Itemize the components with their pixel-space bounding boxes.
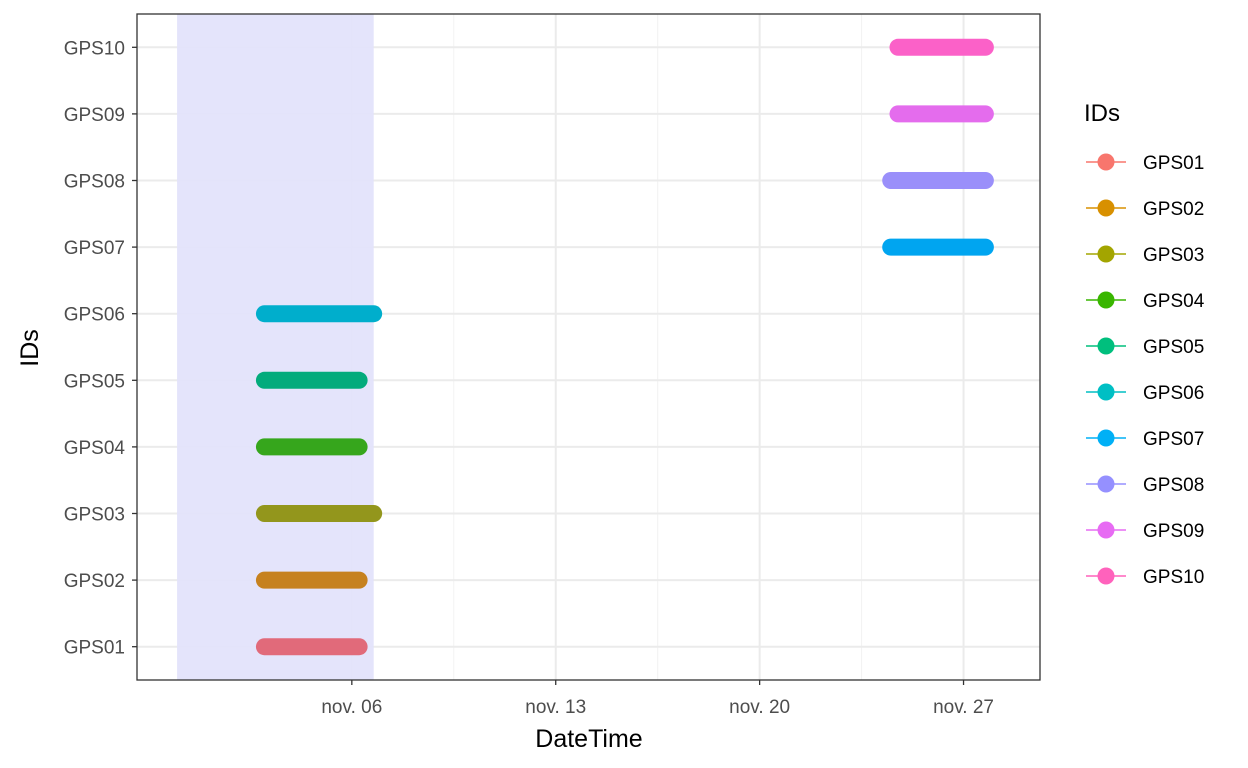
legend-label: GPS02	[1143, 199, 1204, 220]
x-tick-label: nov. 27	[933, 697, 994, 718]
y-tick-label: GPS01	[64, 638, 125, 659]
legend-key-dot	[1097, 383, 1115, 401]
legend-label: GPS01	[1143, 153, 1204, 174]
y-tick-label: GPS09	[64, 105, 125, 126]
y-tick-label: GPS05	[64, 371, 125, 392]
legend-label: GPS03	[1143, 245, 1204, 266]
highlight-band	[177, 14, 374, 680]
legend-key-dot	[1097, 521, 1115, 539]
legend-key-dot	[1097, 153, 1115, 171]
y-tick-label: GPS08	[64, 172, 125, 193]
y-tick-label: GPS04	[64, 438, 126, 459]
legend-label: GPS08	[1143, 475, 1204, 496]
legend-key-dot	[1097, 337, 1115, 355]
y-axis-title: IDs	[16, 329, 44, 367]
x-axis-title: DateTime	[535, 725, 642, 753]
y-axis: GPS01 GPS02 GPS03 GPS04 GPS05 GPS06 GPS07 GPS08…	[64, 38, 137, 659]
panel-border	[136, 13, 1041, 681]
y-tick-label: GPS06	[64, 305, 125, 326]
y-tick-label: GPS10	[64, 38, 125, 59]
legend-label: GPS05	[1143, 337, 1204, 358]
legend-label: GPS04	[1143, 291, 1205, 312]
highlight-band-layer	[177, 14, 374, 680]
legend-key-dot	[1097, 429, 1115, 447]
legend-label: GPS09	[1143, 521, 1204, 542]
legend-key-dot	[1097, 245, 1115, 263]
x-tick-label: nov. 06	[321, 697, 382, 718]
x-axis: nov. 06 nov. 13 nov. 20 nov. 27	[321, 680, 994, 718]
panel-border-layer	[136, 13, 1041, 681]
y-tick-label: GPS02	[64, 571, 125, 592]
legend-label: GPS07	[1143, 429, 1204, 450]
legend-key-dot	[1097, 475, 1115, 493]
legend: IDs GPS01 GPS02 GPS03 GPS04 GPS05 GPS06 GPS07 G…	[1084, 100, 1205, 588]
series-layer	[255, 38, 994, 656]
y-tick-label: GPS07	[64, 238, 125, 259]
legend-label: GPS06	[1143, 383, 1204, 404]
y-tick-label: GPS03	[64, 505, 125, 526]
legend-label: GPS10	[1143, 567, 1204, 588]
legend-key-dot	[1097, 567, 1115, 585]
legend-key-dot	[1097, 291, 1115, 309]
legend-title: IDs	[1084, 100, 1120, 127]
x-tick-label: nov. 20	[729, 697, 790, 718]
x-tick-label: nov. 13	[525, 697, 586, 718]
legend-key-dot	[1097, 199, 1115, 217]
